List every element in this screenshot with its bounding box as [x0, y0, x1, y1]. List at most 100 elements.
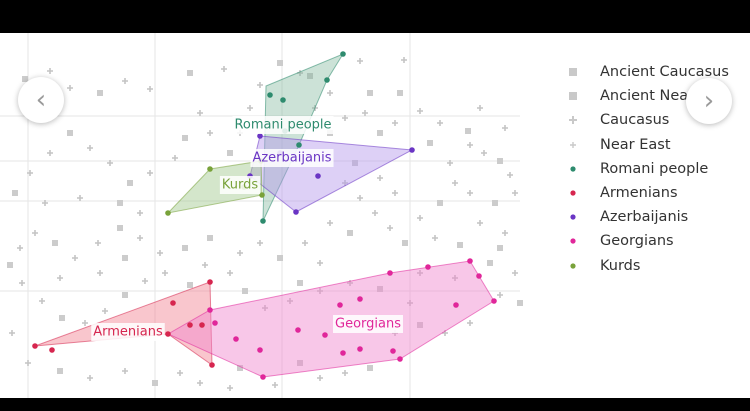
georgians-point	[425, 264, 431, 270]
background-point	[427, 140, 433, 146]
background-point	[152, 380, 158, 386]
background-point	[465, 128, 471, 134]
background-point	[342, 115, 348, 121]
background-point	[352, 160, 358, 166]
background-point	[42, 200, 48, 206]
background-point	[227, 150, 233, 156]
background-point	[52, 240, 58, 246]
circle-marker-icon	[566, 163, 580, 175]
prev-arrow-button[interactable]: ‹	[18, 77, 64, 123]
armenians-label: Armenians	[93, 325, 163, 340]
background-point	[82, 320, 88, 326]
background-point	[25, 360, 31, 366]
background-point	[517, 300, 523, 306]
background-point	[372, 210, 378, 216]
background-point	[417, 215, 423, 221]
background-point	[477, 220, 483, 226]
legend-label: Ancient Caucasus	[600, 64, 729, 81]
romani-people-point	[260, 218, 266, 224]
background-point	[417, 322, 423, 328]
legend-item[interactable]: Romani people	[566, 157, 730, 181]
background-point	[497, 158, 503, 164]
square-marker-icon	[566, 90, 580, 102]
background-point	[327, 90, 333, 96]
legend-item[interactable]: Caucasus	[566, 108, 730, 132]
next-arrow-button[interactable]: ›	[686, 78, 732, 124]
background-point	[402, 240, 408, 246]
background-point	[97, 270, 103, 276]
background-point	[432, 235, 438, 241]
legend-item[interactable]: Azerbaijanis	[566, 205, 730, 229]
background-point	[317, 375, 323, 381]
armenians-point	[165, 331, 171, 337]
background-point	[297, 280, 303, 286]
georgians-point	[340, 350, 346, 356]
background-point	[202, 262, 208, 268]
legend-item[interactable]: Kurds	[566, 254, 730, 278]
background-point	[162, 270, 168, 276]
background-point	[512, 270, 518, 276]
background-point	[207, 235, 213, 241]
background-point	[97, 90, 103, 96]
background-point	[317, 288, 323, 294]
background-point	[221, 66, 227, 72]
background-point	[122, 255, 128, 261]
legend-item[interactable]: Armenians	[566, 181, 730, 205]
georgians-point	[337, 302, 343, 308]
circle-marker-icon	[566, 235, 580, 247]
armenians-point	[32, 343, 38, 349]
background-point	[32, 230, 38, 236]
georgians-point	[233, 336, 239, 342]
background-point	[392, 120, 398, 126]
background-point	[447, 160, 453, 166]
background-point	[257, 82, 263, 88]
romani-people-point	[296, 142, 302, 148]
background-point	[9, 330, 15, 336]
georgians-point	[295, 327, 301, 333]
armenians-point	[170, 300, 176, 306]
background-point	[237, 365, 243, 371]
diamond-marker-icon	[566, 114, 580, 126]
background-point	[147, 86, 153, 92]
legend-item[interactable]: Georgians	[566, 229, 730, 253]
background-point	[407, 300, 413, 306]
background-point	[127, 180, 133, 186]
romani-people-hull	[262, 52, 345, 222]
armenians-point	[199, 322, 205, 328]
background-point	[492, 200, 498, 206]
kurds-point	[165, 210, 171, 216]
georgians-point	[357, 296, 363, 302]
background-point	[197, 110, 203, 116]
azerbaijanis-point	[315, 173, 321, 179]
legend-label: Azerbaijanis	[600, 209, 689, 226]
background-point	[72, 255, 78, 261]
background-point	[497, 245, 503, 251]
chart-panel: Romani people Azerbaijanis Kurds Armenians G…	[0, 33, 750, 398]
background-point	[272, 382, 278, 388]
background-point	[277, 255, 283, 261]
background-point	[467, 320, 473, 326]
background-point	[401, 57, 407, 63]
background-point	[477, 105, 483, 111]
background-point	[227, 270, 233, 276]
georgians-point	[357, 346, 363, 352]
legend-label: Armenians	[600, 185, 678, 202]
background-point	[377, 286, 383, 292]
background-point	[172, 155, 178, 161]
georgians-point	[467, 258, 473, 264]
georgians-point	[453, 302, 459, 308]
legend-item[interactable]: Near East	[566, 133, 730, 157]
background-point	[481, 150, 487, 156]
background-point	[467, 190, 473, 196]
background-point	[242, 288, 248, 294]
legend-label: Georgians	[600, 233, 674, 250]
background-point	[502, 230, 508, 236]
legend-label: Caucasus	[600, 112, 670, 129]
background-point	[12, 190, 18, 196]
background-point	[262, 305, 268, 311]
background-point	[182, 135, 188, 141]
background-point	[452, 180, 458, 186]
georgians-point	[387, 270, 393, 276]
legend-item[interactable]: Ancient Caucasus	[566, 60, 730, 84]
background-point	[197, 380, 203, 386]
